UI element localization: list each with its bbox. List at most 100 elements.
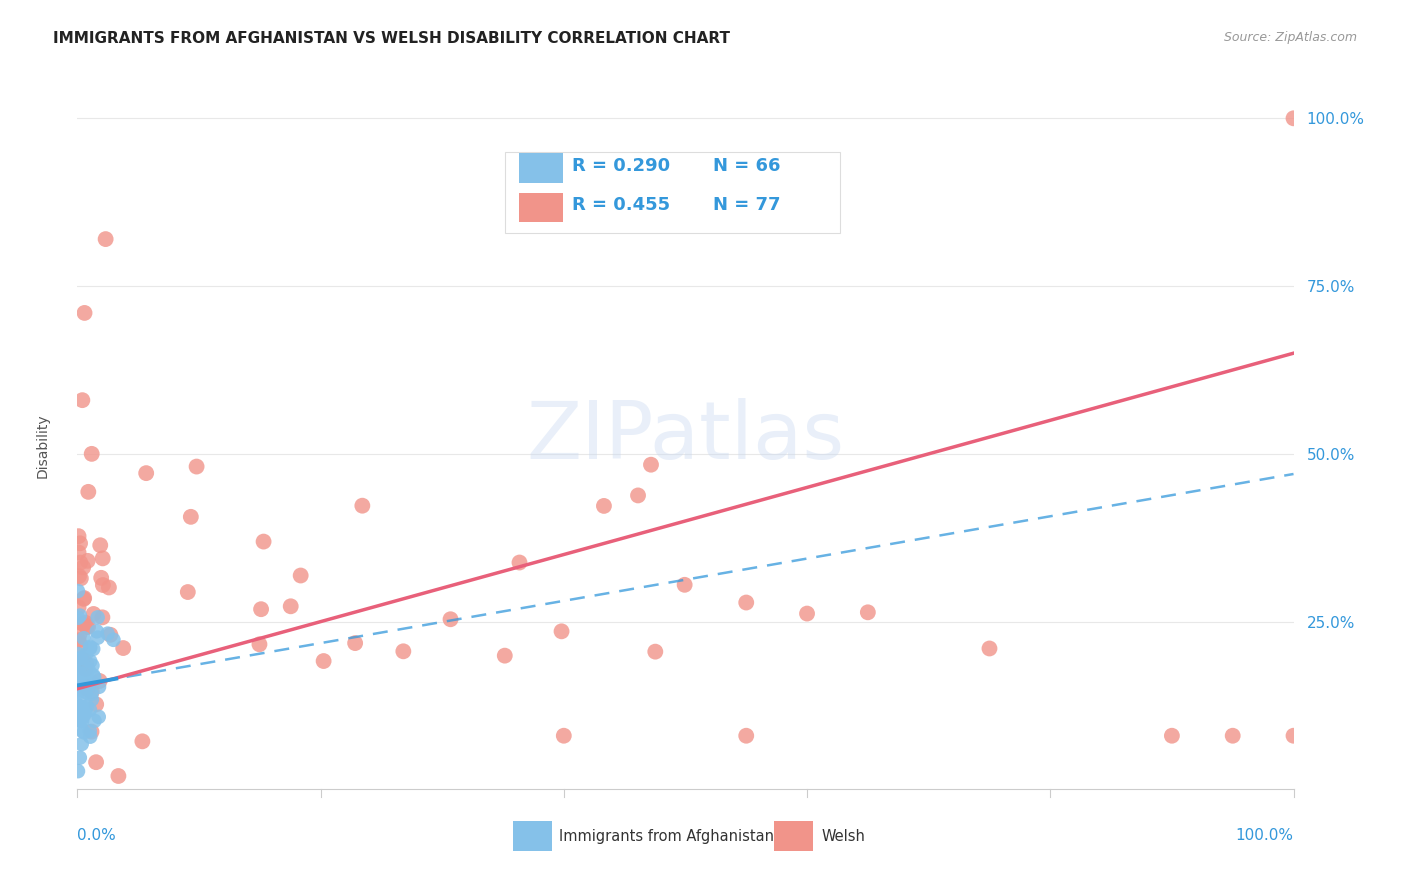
Point (392, 644, 415, 658)
Point (80, 692, 103, 706)
Text: 100.0%: 100.0% (1236, 828, 1294, 843)
Point (735, 595, 758, 609)
Point (75, 662, 97, 676)
Point (66, 647, 89, 661)
Point (91, 610, 114, 624)
Point (103, 632, 125, 647)
Point (67, 529, 90, 543)
FancyBboxPatch shape (505, 152, 839, 233)
Point (250, 602, 273, 616)
Point (72, 591, 94, 606)
Point (80, 674, 103, 689)
Point (69, 713, 91, 727)
Point (91, 551, 114, 566)
Point (79, 654, 101, 668)
Point (73, 306, 96, 320)
Point (89, 673, 111, 688)
Point (67, 700, 90, 714)
Point (553, 729, 575, 743)
Point (66, 584, 89, 599)
Point (627, 488, 650, 502)
Point (979, 641, 1001, 656)
Point (87, 680, 110, 694)
Point (73, 632, 96, 646)
Point (1161, 729, 1184, 743)
Point (67, 633, 90, 648)
Point (70, 657, 93, 671)
Text: ZIPatlas: ZIPatlas (526, 398, 845, 476)
Point (75, 648, 97, 662)
Point (82, 668, 104, 682)
Point (97, 581, 120, 595)
FancyBboxPatch shape (519, 193, 562, 222)
Point (70, 714, 93, 728)
Point (1282, 112, 1305, 126)
FancyBboxPatch shape (513, 822, 551, 851)
Point (67, 600, 90, 615)
Text: IMMIGRANTS FROM AFGHANISTAN VS WELSH DISABILITY CORRELATION CHART: IMMIGRANTS FROM AFGHANISTAN VS WELSH DIS… (53, 31, 731, 46)
Point (1282, 729, 1305, 743)
Point (73, 725, 96, 739)
Point (76, 675, 98, 690)
Point (79, 640, 101, 654)
Point (82, 658, 104, 673)
Point (83, 714, 105, 728)
FancyBboxPatch shape (775, 822, 813, 851)
Point (80, 685, 103, 699)
Point (107, 769, 129, 783)
Point (69, 536, 91, 550)
Text: 0.0%: 0.0% (77, 828, 117, 843)
Point (75, 673, 97, 687)
Point (494, 648, 516, 663)
Point (66, 764, 89, 779)
Point (69, 699, 91, 714)
Point (90, 571, 112, 585)
Point (70, 701, 93, 715)
Point (67, 695, 90, 709)
Point (77, 484, 100, 499)
Point (312, 654, 335, 668)
Point (280, 599, 302, 614)
Point (70, 667, 93, 681)
Point (87, 631, 110, 645)
Point (73, 653, 96, 667)
Point (69, 651, 91, 665)
Point (83, 670, 105, 684)
Point (135, 466, 157, 480)
Point (1222, 729, 1244, 743)
Point (735, 729, 758, 743)
Point (69, 681, 91, 696)
Point (75, 657, 97, 671)
Point (77, 620, 100, 634)
Point (72, 393, 94, 408)
Point (550, 624, 572, 639)
Point (67, 545, 90, 559)
Point (77, 662, 100, 676)
Point (249, 637, 271, 651)
Point (67, 682, 90, 697)
Point (796, 607, 818, 621)
Point (70, 714, 93, 728)
Text: Source: ZipAtlas.com: Source: ZipAtlas.com (1223, 31, 1357, 45)
Point (84, 755, 107, 769)
Point (79, 730, 101, 744)
Point (70, 704, 93, 718)
Point (112, 641, 135, 656)
Point (67, 666, 90, 681)
Point (252, 534, 274, 549)
Point (72, 680, 94, 694)
Point (100, 628, 122, 642)
Point (72, 560, 94, 574)
Point (69, 709, 91, 723)
Point (87, 710, 110, 724)
Point (73, 707, 96, 722)
Point (856, 605, 879, 619)
Point (86, 610, 108, 624)
Point (69, 750, 91, 764)
Point (67, 627, 90, 641)
Point (131, 734, 153, 748)
Point (84, 698, 107, 712)
Point (67, 615, 90, 629)
Point (640, 458, 662, 472)
Point (673, 578, 696, 592)
